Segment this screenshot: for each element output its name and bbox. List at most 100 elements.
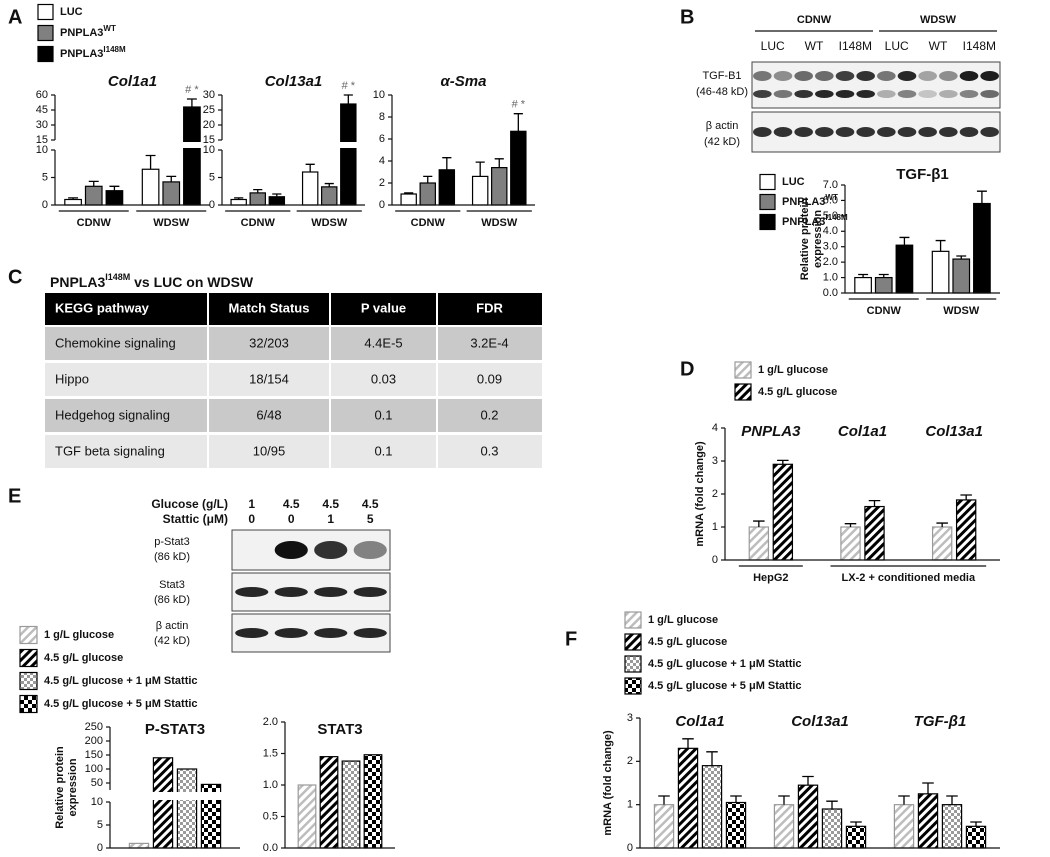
blot-row-label: p-Stat3 xyxy=(154,536,189,548)
y-tick-label: 3.0 xyxy=(823,241,838,253)
legend-label: 4.5 g/L glucose xyxy=(44,652,123,664)
y-tick-label: 15 xyxy=(203,134,215,146)
bar xyxy=(249,192,266,206)
y-tick-label: 1 xyxy=(712,521,718,533)
lane-label: I148M xyxy=(839,39,872,53)
bar xyxy=(973,202,991,294)
x-tick-label: CDNW xyxy=(77,217,112,229)
y-tick-label: 6 xyxy=(379,133,385,145)
chart-title: TGF-β1 xyxy=(896,166,949,183)
bar xyxy=(725,801,747,849)
blot-band xyxy=(918,71,937,81)
y-tick-label: 5 xyxy=(97,819,103,831)
y-tick-label: 15 xyxy=(36,134,48,146)
error-bar xyxy=(343,94,353,104)
y-tick-label: 8 xyxy=(379,111,385,123)
blot-band xyxy=(959,71,979,81)
blot-band xyxy=(314,541,348,559)
legend-label: 4.5 g/L glucose + 5 μM Stattic xyxy=(44,698,198,710)
legend-label-text: 1 g/L glucose xyxy=(758,364,828,376)
legend-swatch xyxy=(19,694,38,714)
blot-band xyxy=(918,127,937,137)
bar xyxy=(931,526,953,561)
table-cell: 0.09 xyxy=(477,371,502,386)
y-axis-label: Relative protein xyxy=(54,746,66,829)
error-bar xyxy=(935,239,946,252)
blot-row-label: (42 kD) xyxy=(154,635,190,647)
y-tick-label: 4.0 xyxy=(823,225,838,237)
condition-value: 0 xyxy=(248,512,255,526)
blot-band xyxy=(939,127,958,137)
blot-panel xyxy=(751,111,1001,153)
error-bar xyxy=(68,197,79,200)
blot-band xyxy=(314,628,348,638)
y-tick-label: 30 xyxy=(203,89,215,101)
bar xyxy=(845,825,867,849)
table-title-text: PNPLA3 xyxy=(50,274,105,290)
bar xyxy=(64,198,82,206)
bar xyxy=(917,793,939,849)
legend-label: 4.5 g/L glucose + 5 μM Stattic xyxy=(648,680,802,692)
table-row xyxy=(45,327,542,360)
blot-band xyxy=(980,71,999,81)
legend-label: 1 g/L glucose xyxy=(758,364,828,376)
error-bar xyxy=(960,494,972,500)
error-bar xyxy=(826,800,838,809)
legend-label: 1 g/L glucose xyxy=(44,629,114,641)
table-header xyxy=(45,293,542,325)
legend-label-text: PNPLA3 xyxy=(60,48,103,60)
bar xyxy=(510,130,527,206)
chart-title: Col13a1 xyxy=(265,73,323,90)
y-tick-label: 100 xyxy=(85,763,103,775)
legend-swatch xyxy=(734,383,752,401)
significance-note: # * xyxy=(512,99,526,111)
y-tick-label: 5.0 xyxy=(823,210,838,222)
blot-band xyxy=(897,127,917,137)
legend-label-sup: WT xyxy=(825,193,838,202)
error-bar xyxy=(899,236,910,246)
blot-panel xyxy=(751,61,1001,109)
blot-group-label: CDNW xyxy=(797,14,832,26)
legend-label: PNPLA3I148M xyxy=(60,45,126,60)
blot-row-label: TGF-B1 xyxy=(702,70,741,82)
error-bar xyxy=(778,795,790,805)
legend-swatch xyxy=(19,648,38,668)
error-bar xyxy=(753,520,765,527)
error-bar xyxy=(802,775,814,786)
panel-label: E xyxy=(8,485,21,507)
table-cell: Hippo xyxy=(55,371,89,386)
blot-band xyxy=(773,90,793,98)
y-tick-label: 10 xyxy=(36,144,48,156)
error-bar xyxy=(682,738,694,749)
table-cell: Hedgehog signaling xyxy=(55,407,170,422)
y-tick-label: 3 xyxy=(712,455,718,467)
error-bar xyxy=(186,98,197,107)
blot-band xyxy=(856,71,875,81)
y-tick-label: 0.0 xyxy=(263,842,278,854)
bar xyxy=(176,768,198,849)
y-tick-label: 200 xyxy=(85,735,103,747)
y-axis-label: mRNA (fold change) xyxy=(602,730,614,836)
bar xyxy=(419,182,436,206)
x-tick-label: WDSW xyxy=(311,217,348,229)
lane-label: LUC xyxy=(761,39,785,53)
y-tick-label: 1.5 xyxy=(263,747,278,759)
blot-row-label: (42 kD) xyxy=(704,136,740,148)
legend-swatch xyxy=(624,611,642,629)
error-bar xyxy=(475,161,485,177)
blot-band xyxy=(897,71,917,81)
bar xyxy=(301,171,319,206)
blot-band xyxy=(274,628,308,638)
chart-title: P-STAT3 xyxy=(145,721,205,738)
blot-row-label: (46-48 kD) xyxy=(696,86,748,98)
legend-label-sup: WT xyxy=(103,24,116,33)
y-axis-label: expression xyxy=(67,758,79,816)
bar xyxy=(128,842,150,849)
bar xyxy=(874,276,893,294)
group-title: Col13a1 xyxy=(791,713,849,730)
bar xyxy=(797,784,819,849)
error-bar xyxy=(423,175,433,183)
y-tick-label: 5 xyxy=(209,171,215,183)
condition-value: 1 xyxy=(327,512,334,526)
bar xyxy=(840,526,861,561)
